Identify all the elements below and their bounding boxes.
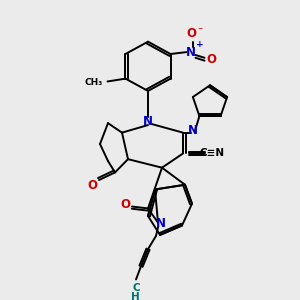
Text: N: N xyxy=(188,124,198,137)
Text: O: O xyxy=(187,27,196,40)
Text: C: C xyxy=(132,283,140,293)
Text: ⁻: ⁻ xyxy=(197,26,202,36)
Text: CH₃: CH₃ xyxy=(84,78,103,87)
Text: N: N xyxy=(185,46,196,59)
Text: H: H xyxy=(130,292,140,300)
Text: C≡N: C≡N xyxy=(200,148,225,158)
Text: N: N xyxy=(143,115,153,128)
Text: N: N xyxy=(156,217,166,230)
Text: O: O xyxy=(120,198,130,211)
Text: O: O xyxy=(206,53,217,66)
Text: O: O xyxy=(87,179,97,192)
Text: +: + xyxy=(196,40,203,49)
